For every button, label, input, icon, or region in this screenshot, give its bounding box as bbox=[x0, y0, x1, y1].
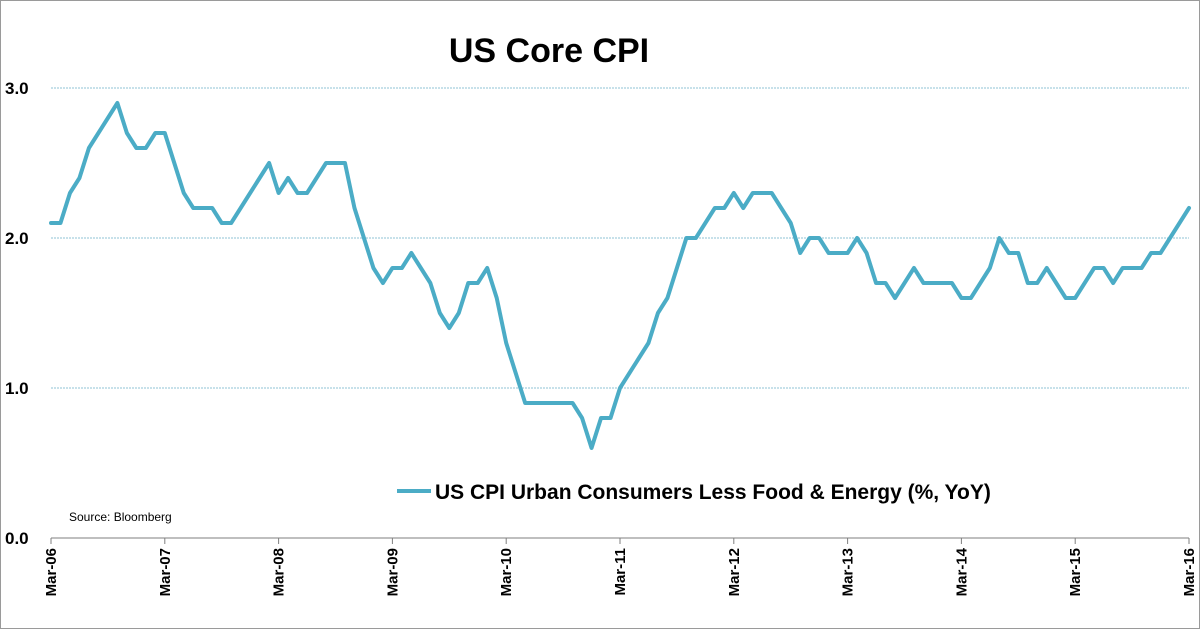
x-tick-label: Mar-11 bbox=[612, 548, 629, 596]
y-tick-label: 1.0 bbox=[5, 379, 29, 398]
y-axis-ticks: 0.0 1.0 2.0 3.0 bbox=[5, 79, 29, 548]
y-tick-label: 2.0 bbox=[5, 229, 29, 248]
x-tick-label: Mar-10 bbox=[498, 548, 515, 596]
x-tick-label: Mar-12 bbox=[726, 548, 743, 596]
gridlines bbox=[51, 87, 1189, 389]
x-tick-label: Mar-14 bbox=[953, 547, 970, 596]
x-tick-label: Mar-08 bbox=[271, 548, 288, 596]
legend-label: US CPI Urban Consumers Less Food & Energ… bbox=[435, 481, 991, 504]
x-axis-ticks: Mar-06 Mar-07 Mar-08 Mar-09 Mar-10 Mar-11 Mar-… bbox=[43, 538, 1198, 596]
x-tick-label: Mar-15 bbox=[1067, 548, 1084, 596]
source-note: Source: Bloomberg bbox=[69, 510, 172, 524]
x-tick-label: Mar-07 bbox=[157, 548, 174, 596]
x-tick-label: Mar-16 bbox=[1181, 548, 1198, 596]
x-tick-label: Mar-09 bbox=[384, 548, 401, 596]
y-tick-label: 3.0 bbox=[5, 79, 29, 98]
x-tick-label: Mar-13 bbox=[840, 548, 857, 596]
y-tick-label: 0.0 bbox=[5, 529, 29, 548]
series-line-core-cpi bbox=[49, 101, 1191, 450]
x-tick-label: Mar-06 bbox=[43, 548, 60, 596]
chart-title: US Core CPI bbox=[449, 32, 649, 70]
